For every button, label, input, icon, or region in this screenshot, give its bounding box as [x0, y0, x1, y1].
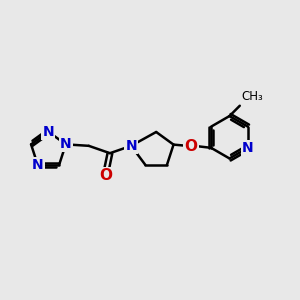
- Text: N: N: [32, 158, 44, 172]
- Text: O: O: [185, 139, 198, 154]
- Text: N: N: [125, 139, 137, 153]
- Text: N: N: [43, 125, 54, 139]
- Text: N: N: [60, 137, 72, 152]
- Text: N: N: [242, 141, 254, 155]
- Text: O: O: [99, 168, 112, 183]
- Text: CH₃: CH₃: [241, 90, 263, 104]
